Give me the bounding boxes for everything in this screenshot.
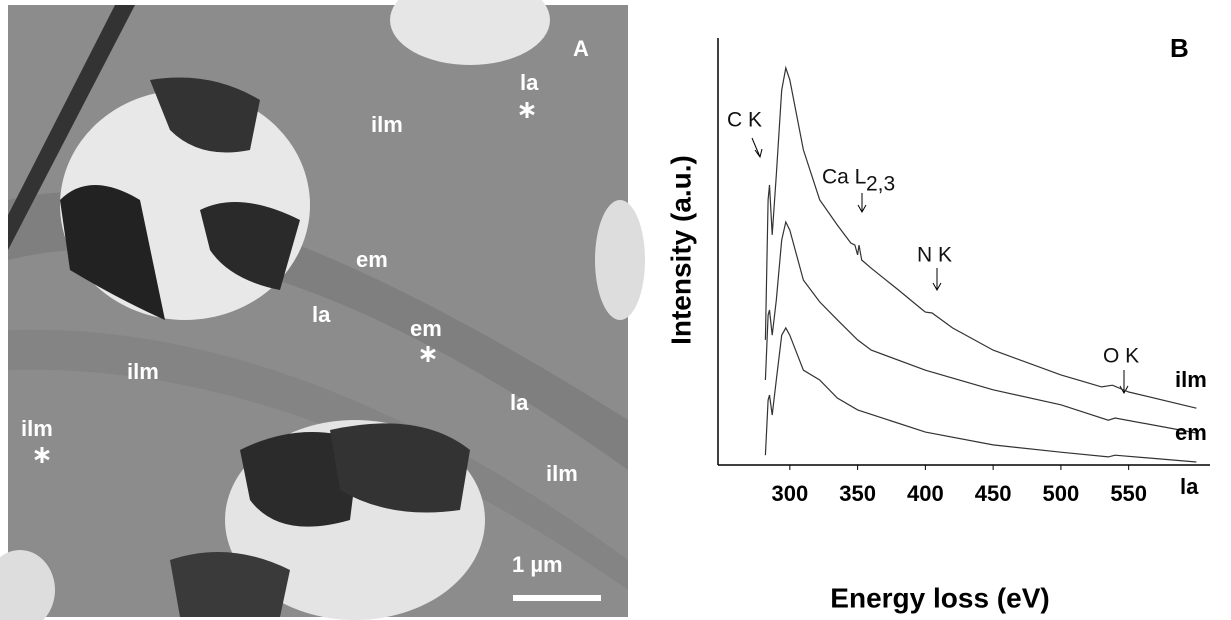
annotation: Ca L [822, 166, 866, 189]
x-tick-label: 400 [907, 481, 944, 506]
region-label: em [356, 247, 388, 272]
arrow [857, 193, 867, 214]
spectrum-line [764, 326, 1197, 463]
region-label: la [510, 390, 529, 415]
arrow [932, 268, 942, 292]
y-axis-label: Intensity (a.u.) [665, 155, 696, 345]
x-tick-label: 300 [771, 481, 808, 506]
x-tick-label: 450 [975, 481, 1012, 506]
series-label: la [1180, 474, 1199, 499]
panel-label: B [1170, 33, 1189, 63]
x-tick-label: 500 [1043, 481, 1080, 506]
annotation-subscript: 2,3 [866, 173, 895, 196]
series-label: ilm [1175, 367, 1207, 392]
micrograph [0, 0, 645, 620]
arrow [751, 137, 763, 159]
region-label: ilm [21, 416, 53, 441]
panel-label: A [573, 36, 589, 61]
x-axis-label: Energy loss (eV) [830, 582, 1049, 613]
scale-bar-label: 1 µm [512, 552, 563, 577]
region-label: la [520, 70, 539, 95]
spectrum-line [764, 220, 1197, 434]
region-label: em [410, 316, 442, 341]
annotation: O K [1103, 345, 1139, 368]
x-tick-label: 550 [1110, 481, 1147, 506]
x-tick-label: 350 [839, 481, 876, 506]
spectrum-line [764, 65, 1197, 409]
region-label: la [312, 302, 331, 327]
annotation: C K [727, 109, 762, 132]
region-label: ilm [127, 359, 159, 384]
region-label: ilm [546, 461, 578, 486]
series-label: em [1175, 420, 1207, 445]
annotation: N K [917, 244, 952, 267]
region-label: ilm [371, 112, 403, 137]
